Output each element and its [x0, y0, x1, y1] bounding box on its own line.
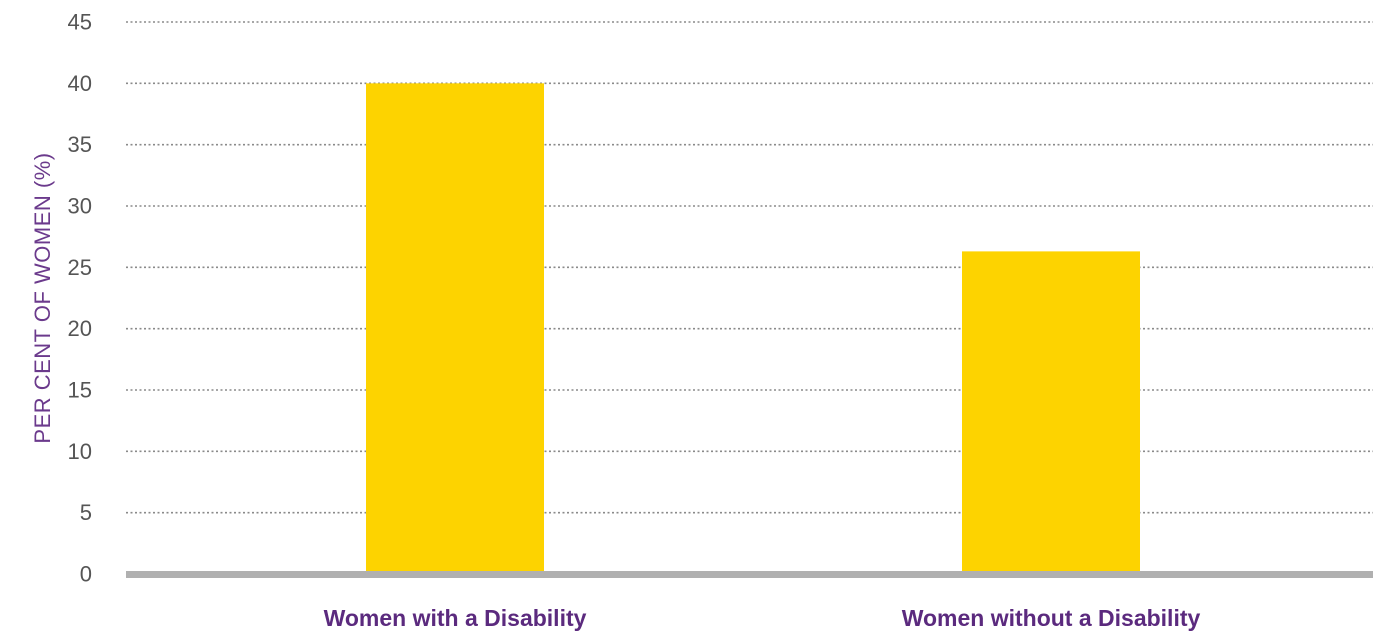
y-tick-label: 15 — [68, 378, 92, 403]
y-tick-label: 0 — [80, 562, 92, 587]
y-tick-label: 25 — [68, 255, 92, 280]
bar-2 — [962, 251, 1140, 575]
y-axis-title: PER CENT OF WOMEN (%) — [30, 152, 55, 443]
y-tick-label: 30 — [68, 194, 92, 219]
y-tick-label: 40 — [68, 71, 92, 96]
y-tick-label: 10 — [68, 439, 92, 464]
y-tick-label: 5 — [80, 500, 92, 525]
bar-1 — [366, 83, 544, 574]
bars — [366, 83, 1140, 575]
x-axis-category-labels: Women with a Disability Women without a D… — [324, 605, 1201, 631]
x-axis-baseline — [126, 571, 1373, 578]
y-tick-label: 35 — [68, 132, 92, 157]
y-axis-tick-labels: 0 5 10 15 20 25 30 35 40 45 — [68, 10, 92, 587]
x-category-label: Women with a Disability — [324, 605, 587, 631]
gridlines — [126, 21, 1373, 514]
x-category-label: Women without a Disability — [902, 605, 1201, 631]
y-tick-label: 20 — [68, 316, 92, 341]
y-tick-label: 45 — [68, 10, 92, 35]
